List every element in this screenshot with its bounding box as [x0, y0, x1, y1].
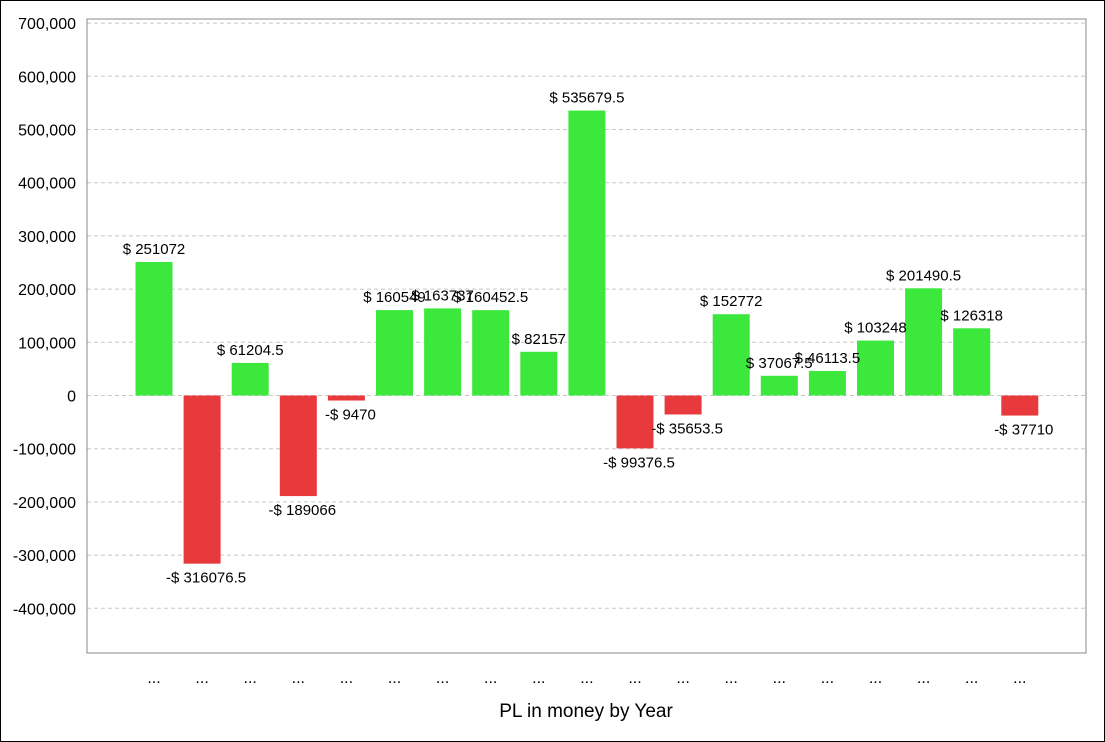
x-tick-label: ...: [869, 670, 882, 687]
bar: [135, 261, 173, 396]
bar: [520, 351, 558, 396]
x-tick-label: ...: [628, 670, 641, 687]
y-tick-label: -200,000: [13, 495, 76, 512]
bar: [231, 362, 269, 396]
y-tick-label: 100,000: [18, 335, 76, 352]
x-tick-label: ...: [965, 670, 978, 687]
y-tick-label: 400,000: [18, 176, 76, 193]
y-tick-label: 300,000: [18, 229, 76, 246]
bar: [712, 314, 750, 396]
data-label: -$ 37710: [994, 422, 1053, 439]
data-label: -$ 189066: [269, 502, 337, 519]
data-label: $ 152772: [700, 293, 763, 310]
data-label: -$ 316076.5: [166, 570, 246, 587]
data-labels: $ 251072 -$ 316076.5 $ 61204.5 -$ 189066 -$ …: [123, 90, 1054, 587]
data-label: $ 103248: [844, 320, 907, 337]
bar: [279, 395, 317, 497]
bar: [327, 395, 365, 401]
y-axis-ticks: 700,000 600,000 500,000 400,000 300,000 200,0…: [13, 16, 76, 618]
x-tick-label: ...: [725, 670, 738, 687]
x-tick-label: ...: [388, 670, 401, 687]
y-tick-label: 600,000: [18, 69, 76, 86]
data-label: -$ 99376.5: [603, 454, 675, 471]
bar: [760, 375, 798, 396]
y-tick-label: -100,000: [13, 442, 76, 459]
plot-area: [86, 18, 1087, 654]
x-axis-ticks: ........................................…: [147, 670, 1026, 687]
bar: [183, 395, 221, 564]
data-label: $ 160549: [363, 289, 426, 306]
y-tick-label: -400,000: [13, 601, 76, 618]
data-label: $ 61204.5: [217, 342, 284, 359]
bar: [808, 370, 846, 396]
bar: [857, 340, 894, 396]
x-tick-label: ...: [147, 670, 160, 687]
x-tick-label: ...: [821, 670, 834, 687]
x-tick-label: ...: [580, 670, 593, 687]
bar: [568, 110, 606, 396]
bar: [424, 308, 462, 396]
data-label: $ 535679.5: [549, 90, 624, 107]
data-label: -$ 35653.5: [651, 420, 723, 437]
data-label: $ 46113.5: [795, 350, 861, 367]
x-tick-label: ...: [340, 670, 353, 687]
y-tick-label: 500,000: [18, 123, 76, 140]
bar: [664, 395, 702, 415]
data-label: $ 126318: [940, 307, 1003, 324]
y-tick-label: 700,000: [18, 16, 76, 33]
x-tick-label: ...: [195, 670, 208, 687]
y-tick-label: 0: [67, 389, 76, 406]
data-label: $ 160452.5: [453, 289, 528, 306]
bar: [905, 288, 943, 396]
bar: [472, 310, 510, 396]
x-tick-label: ...: [532, 670, 545, 687]
x-tick-label: ...: [676, 670, 689, 687]
bar: [616, 395, 654, 449]
x-axis-title: PL in money by Year: [499, 701, 673, 722]
x-tick-label: ...: [773, 670, 786, 687]
bar: [1001, 395, 1039, 416]
x-tick-label: ...: [292, 670, 305, 687]
data-label: $ 251072: [123, 241, 186, 258]
bar: [376, 310, 413, 396]
data-label: -$ 9470: [325, 407, 376, 424]
data-label: $ 163737: [411, 287, 474, 304]
data-label: $ 201490.5: [886, 267, 961, 284]
data-label: $ 82157: [512, 331, 566, 348]
bar: [953, 328, 991, 396]
x-tick-label: ...: [244, 670, 257, 687]
bars: [135, 110, 1039, 564]
x-tick-label: ...: [484, 670, 497, 687]
data-label: $ 37067.5: [746, 355, 813, 372]
y-tick-label: -300,000: [13, 548, 76, 565]
x-tick-label: ...: [917, 670, 930, 687]
y-tick-label: 200,000: [18, 282, 76, 299]
x-tick-label: ...: [436, 670, 449, 687]
x-tick-label: ...: [1013, 670, 1026, 687]
